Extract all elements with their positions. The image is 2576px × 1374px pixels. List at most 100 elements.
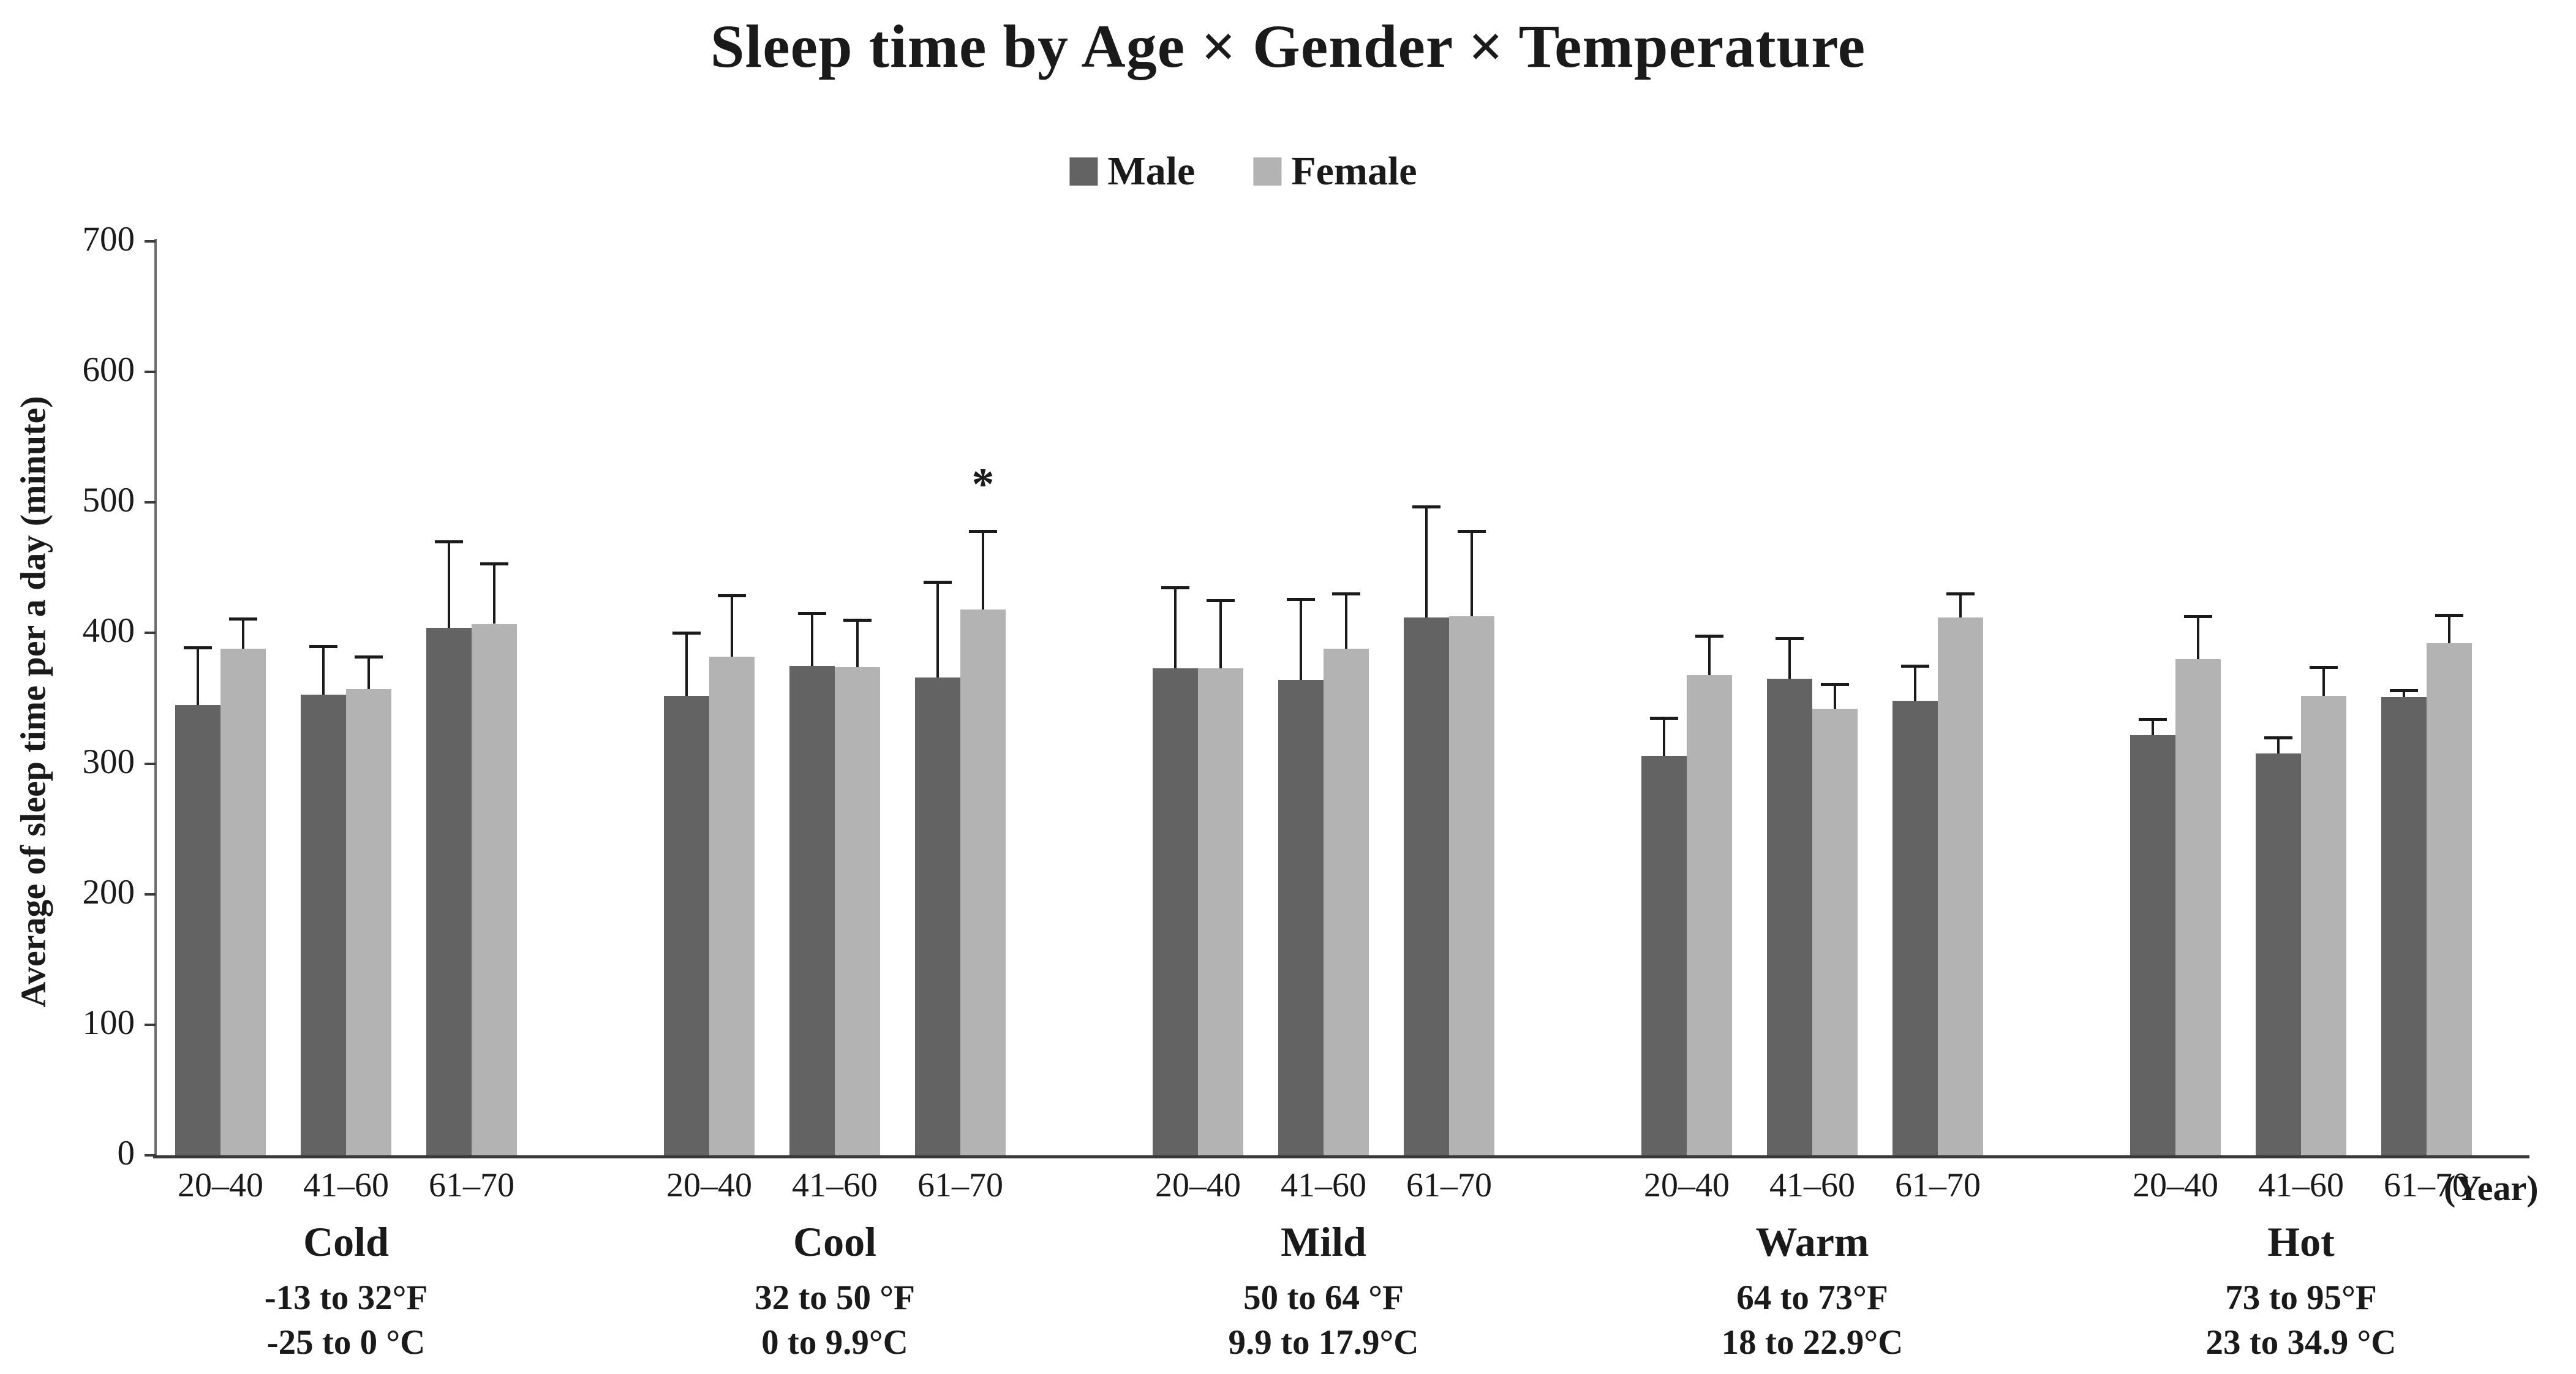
age-tick-label-warm-41-60: 41–60: [1769, 1166, 1855, 1204]
errorbar-cap-cold-male-41-60: [309, 644, 337, 648]
errorbar-stem-mild-male-41-60: [1300, 599, 1302, 681]
bar-hot-female-41-60: [2301, 695, 2346, 1155]
y-axis-line: [154, 239, 157, 1158]
temp-c-label-mild: 9.9 to 17.9°C: [1228, 1323, 1419, 1362]
temp-f-label-cold: -13 to 32°F: [264, 1278, 428, 1317]
errorbar-stem-cool-female-61-70: [982, 531, 984, 610]
errorbar-cap-warm-male-20-40: [1650, 716, 1678, 720]
y-tick-mark-200: [145, 893, 156, 896]
y-tick-label-0: 0: [117, 1134, 135, 1172]
errorbar-stem-cold-female-41-60: [367, 656, 370, 690]
bar-mild-female-61-70: [1449, 616, 1494, 1155]
legend-item-female: Female: [1253, 148, 1417, 195]
bar-warm-male-41-60: [1767, 679, 1812, 1155]
age-tick-label-cool-41-60: 41–60: [792, 1166, 878, 1204]
errorbar-stem-cool-female-41-60: [856, 620, 859, 667]
errorbar-stem-hot-male-41-60: [2277, 737, 2280, 753]
errorbar-cap-cool-female-41-60: [843, 619, 872, 622]
errorbar-stem-mild-female-61-70: [1471, 531, 1473, 616]
errorbar-cap-cool-male-20-40: [672, 632, 701, 635]
temp-c-label-hot: 23 to 34.9 °C: [2205, 1323, 2397, 1362]
temp-f-label-cool: 32 to 50 °F: [755, 1278, 915, 1317]
bar-hot-male-41-60: [2256, 753, 2301, 1155]
temp-c-label-cold: -25 to 0 °C: [266, 1323, 426, 1362]
y-tick-label-600: 600: [82, 350, 135, 390]
y-tick-mark-100: [145, 1023, 156, 1026]
age-tick-label-mild-20-40: 20–40: [1155, 1166, 1241, 1204]
temp-c-label-warm: 18 to 22.9°C: [1721, 1323, 1904, 1362]
errorbar-stem-mild-male-61-70: [1425, 506, 1428, 617]
errorbar-cap-cold-female-61-70: [480, 562, 508, 566]
errorbar-stem-cold-male-61-70: [448, 542, 450, 628]
errorbar-cap-mild-male-41-60: [1287, 598, 1315, 601]
temp-f-label-hot: 73 to 95°F: [2225, 1278, 2377, 1317]
errorbar-cap-hot-male-61-70: [2390, 689, 2418, 693]
bar-warm-male-61-70: [1892, 701, 1938, 1155]
bar-mild-male-20-40: [1153, 668, 1198, 1155]
errorbar-cap-cold-male-20-40: [184, 646, 212, 649]
male-swatch-icon: [1069, 157, 1098, 186]
errorbar-stem-warm-female-41-60: [1834, 684, 1836, 709]
y-tick-label-700: 700: [82, 220, 135, 259]
bar-warm-male-20-40: [1641, 755, 1687, 1155]
errorbar-cap-cold-female-20-40: [229, 617, 257, 621]
errorbar-stem-cool-female-20-40: [731, 595, 733, 657]
errorbar-cap-hot-female-41-60: [2310, 665, 2338, 669]
legend-item-male: Male: [1069, 148, 1195, 195]
chart-title: Sleep time by Age × Gender × Temperature: [710, 12, 1866, 80]
errorbar-stem-cool-male-61-70: [936, 582, 939, 678]
errorbar-stem-hot-male-61-70: [2403, 690, 2405, 697]
age-tick-label-hot-20-40: 20–40: [2133, 1166, 2218, 1204]
bar-cool-female-61-70: [960, 610, 1006, 1155]
y-tick-label-200: 200: [82, 872, 135, 912]
x-axis-line: [153, 1155, 2529, 1158]
age-tick-label-warm-20-40: 20–40: [1644, 1166, 1730, 1204]
errorbar-cap-cold-female-41-60: [355, 655, 383, 659]
errorbar-cap-warm-male-41-60: [1776, 636, 1804, 640]
y-tick-label-500: 500: [82, 481, 135, 520]
errorbar-cap-warm-male-61-70: [1901, 664, 1929, 668]
group-label-hot: Hot: [2267, 1218, 2335, 1265]
errorbar-stem-cold-male-20-40: [197, 647, 199, 705]
group-label-mild: Mild: [1281, 1218, 1366, 1265]
bar-cold-male-20-40: [175, 704, 220, 1155]
group-label-warm: Warm: [1755, 1218, 1869, 1265]
errorbar-stem-warm-male-20-40: [1663, 717, 1665, 756]
errorbar-stem-cool-male-20-40: [685, 633, 688, 696]
errorbar-stem-mild-female-20-40: [1219, 600, 1222, 668]
errorbar-stem-warm-female-20-40: [1708, 635, 1711, 675]
errorbar-cap-mild-male-61-70: [1412, 505, 1441, 508]
age-tick-label-cool-20-40: 20–40: [666, 1166, 752, 1204]
y-tick-mark-400: [145, 632, 156, 635]
bar-mild-male-41-60: [1278, 680, 1324, 1155]
errorbar-cap-hot-male-20-40: [2139, 718, 2167, 722]
errorbar-stem-cold-male-41-60: [322, 646, 325, 695]
errorbar-stem-hot-female-61-70: [2448, 614, 2450, 644]
x-axis-unit-label: (Year): [2444, 1168, 2539, 1208]
group-label-cool: Cool: [793, 1218, 876, 1265]
errorbar-cap-mild-male-20-40: [1161, 586, 1189, 589]
errorbar-cap-warm-female-61-70: [1946, 592, 1975, 596]
errorbar-cap-cool-female-20-40: [718, 594, 746, 597]
bar-cool-male-61-70: [915, 677, 960, 1155]
errorbar-stem-hot-male-20-40: [2152, 719, 2154, 735]
bar-hot-male-20-40: [2130, 734, 2175, 1155]
bar-warm-female-41-60: [1812, 709, 1858, 1155]
errorbar-stem-mild-female-41-60: [1345, 594, 1347, 649]
temp-f-label-mild: 50 to 64 °F: [1243, 1278, 1404, 1317]
bar-cold-male-61-70: [426, 627, 472, 1155]
errorbar-stem-warm-male-41-60: [1788, 638, 1791, 679]
y-tick-mark-700: [145, 240, 156, 243]
errorbar-cap-hot-female-20-40: [2184, 614, 2212, 618]
errorbar-cap-cool-male-41-60: [798, 612, 826, 616]
y-tick-mark-500: [145, 501, 156, 504]
y-tick-label-300: 300: [82, 742, 135, 781]
errorbar-cap-hot-male-41-60: [2264, 736, 2292, 739]
y-tick-label-100: 100: [82, 1003, 135, 1042]
age-tick-label-mild-41-60: 41–60: [1281, 1166, 1366, 1204]
legend: Male Female: [1069, 148, 1417, 195]
age-tick-label-cold-41-60: 41–60: [303, 1166, 389, 1204]
errorbar-cap-mild-female-61-70: [1458, 530, 1486, 534]
age-tick-label-cold-20-40: 20–40: [178, 1166, 263, 1204]
